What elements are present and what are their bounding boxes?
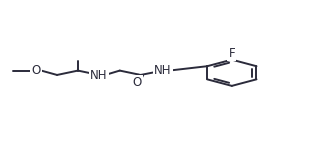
Text: NH: NH [90,69,107,82]
Text: NH: NH [154,64,171,77]
Text: O: O [132,76,142,89]
Text: F: F [229,47,235,60]
Text: O: O [31,64,41,77]
